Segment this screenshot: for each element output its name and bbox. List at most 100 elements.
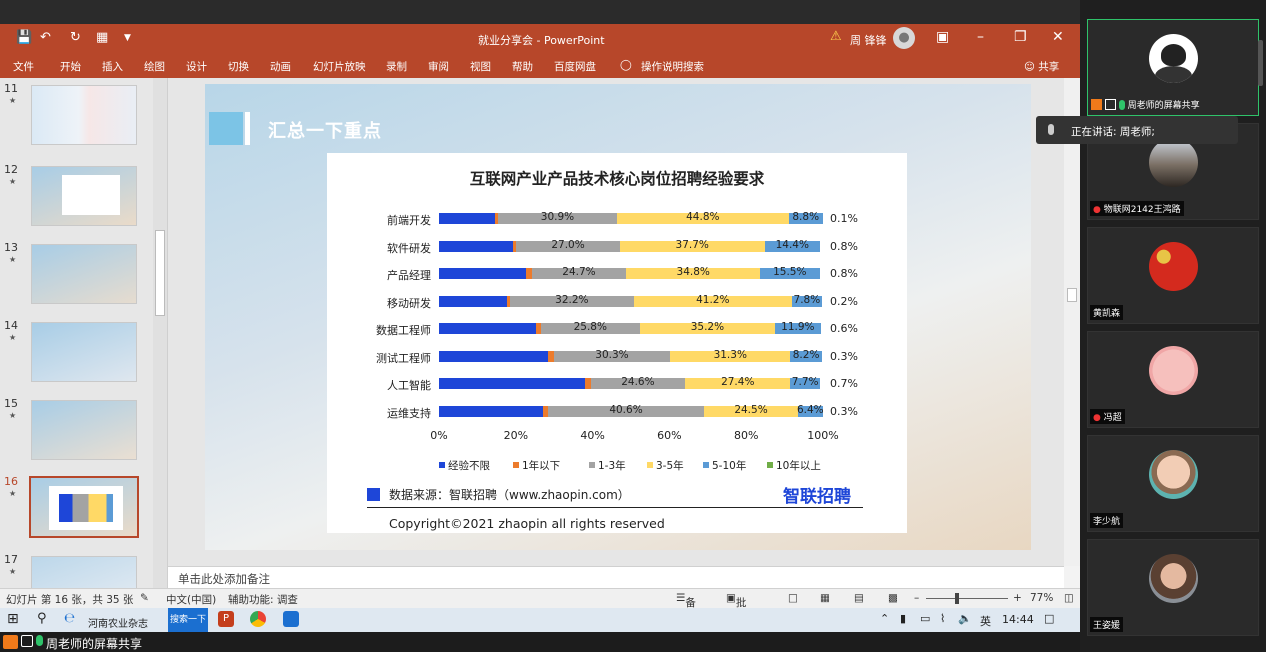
- mic-tray-icon[interactable]: ▮: [900, 612, 907, 625]
- participant-tile[interactable]: 王姿媛: [1087, 539, 1259, 636]
- warning-icon[interactable]: ⚠: [830, 29, 842, 44]
- restore-icon[interactable]: ❐: [1014, 29, 1027, 45]
- spellcheck-icon[interactable]: ✎: [140, 592, 149, 604]
- notification-icon[interactable]: □: [1044, 612, 1055, 625]
- bar-segment: [616, 213, 789, 224]
- sorter-view-icon[interactable]: ▦: [820, 592, 830, 604]
- panel-scrollbar[interactable]: [1258, 40, 1263, 86]
- search-icon[interactable]: ⚲: [37, 611, 47, 626]
- animation-star-icon: ★: [9, 489, 17, 498]
- slide-thumbnail-12[interactable]: [31, 166, 137, 226]
- scrollbar-thumb[interactable]: [155, 230, 165, 316]
- tab-slideshow[interactable]: 幻灯片放映: [313, 61, 366, 73]
- ribbon-display-icon[interactable]: ▣: [936, 29, 950, 45]
- tab-file[interactable]: 文件: [13, 61, 34, 73]
- meeting-taskbar-icon[interactable]: [283, 611, 299, 627]
- thumb-number: 12: [4, 163, 18, 176]
- normal-view-icon[interactable]: □: [788, 592, 798, 604]
- browser-tab-title[interactable]: 河南农业杂志: [88, 619, 148, 630]
- legend-swatch: [513, 462, 519, 468]
- tab-home[interactable]: 开始: [60, 61, 81, 73]
- share-button[interactable]: ☺ 共享: [1024, 61, 1060, 73]
- tab-transitions[interactable]: 切换: [228, 61, 249, 73]
- present-icon[interactable]: ▦: [96, 30, 109, 45]
- wifi-icon[interactable]: ⌇: [940, 612, 946, 625]
- bar-segment: [798, 405, 823, 417]
- zoom-in-icon[interactable]: +: [1013, 592, 1022, 604]
- slide-thumbnail-14[interactable]: [31, 322, 137, 382]
- category-label: 人工智能: [387, 379, 431, 392]
- save-icon[interactable]: 💾: [16, 30, 33, 45]
- undo-icon[interactable]: ↶: [40, 30, 51, 45]
- animation-star-icon: ★: [9, 411, 17, 420]
- tell-me-search[interactable]: 操作说明搜索: [641, 61, 704, 73]
- participant-tile[interactable]: 周老师的屏幕共享: [1087, 19, 1259, 116]
- reading-view-icon[interactable]: ▤: [854, 592, 864, 604]
- tab-design[interactable]: 设计: [186, 61, 207, 73]
- slide-thumbnail-15[interactable]: [31, 400, 137, 460]
- thumbnail-scrollbar[interactable]: [153, 78, 167, 588]
- tab-insert[interactable]: 插入: [102, 61, 123, 73]
- close-icon[interactable]: ✕: [1052, 29, 1064, 45]
- powerpoint-taskbar-icon[interactable]: P: [218, 611, 234, 627]
- redo-icon[interactable]: ↻: [70, 30, 81, 45]
- volume-icon[interactable]: 🔈: [958, 612, 972, 625]
- participant-tile[interactable]: 李少航: [1087, 435, 1259, 532]
- bar-segment: [788, 213, 823, 224]
- user-avatar-icon[interactable]: ●: [893, 27, 915, 49]
- participant-tile[interactable]: ● 冯超: [1087, 331, 1259, 428]
- comments-toggle[interactable]: ▣ 批注: [726, 592, 746, 624]
- tab-baidu[interactable]: 百度网盘: [554, 61, 596, 73]
- tab-record[interactable]: 录制: [386, 61, 407, 73]
- bar-segment: [495, 213, 499, 224]
- bar-segment: [584, 378, 591, 389]
- notes-pane[interactable]: 单击此处添加备注: [168, 566, 1064, 588]
- data-label: 0.3%: [830, 349, 858, 363]
- language-status[interactable]: 中文(中国): [166, 594, 217, 606]
- scrollbar-thumb[interactable]: [1067, 288, 1077, 302]
- current-slide[interactable]: 汇总一下重点 互联网产业产品技术核心岗位招聘经验要求 前端开发 30.9% 44.8…: [205, 84, 1031, 550]
- thumbnail-pane: 11 ★ 12 ★ 13 ★ 14 ★ 15 ★ 16 ★ 17 ★: [0, 78, 168, 588]
- tab-draw[interactable]: 绘图: [144, 61, 165, 73]
- data-label: 7.7%: [791, 376, 819, 388]
- minimize-icon[interactable]: –: [977, 29, 984, 45]
- slideshow-view-icon[interactable]: ▩: [888, 592, 898, 604]
- source-square: [367, 488, 380, 501]
- tab-view[interactable]: 视图: [470, 61, 491, 73]
- accessibility-status[interactable]: 辅助功能: 调查: [228, 594, 298, 606]
- zoom-slider[interactable]: [926, 598, 1008, 599]
- slide-thumbnail-16[interactable]: [29, 476, 139, 538]
- data-label: 37.7%: [675, 238, 709, 251]
- zoom-out-icon[interactable]: –: [914, 592, 920, 604]
- bar-segment: [790, 378, 820, 389]
- search-taskbar-button[interactable]: 搜索一下: [168, 608, 208, 632]
- tray-chevron-icon[interactable]: ⌃: [880, 612, 890, 625]
- mic-muted-icon: ●: [1093, 413, 1101, 423]
- chrome-taskbar-icon[interactable]: [250, 611, 266, 627]
- ie-icon[interactable]: ℮: [64, 611, 76, 626]
- participant-tile[interactable]: 黄凯森: [1087, 227, 1259, 324]
- windows-start-icon[interactable]: ⊞: [7, 611, 19, 627]
- clock[interactable]: 14:44: [1002, 613, 1034, 626]
- window-title: 就业分享会 - PowerPoint: [478, 34, 605, 47]
- zoom-level[interactable]: 77%: [1030, 592, 1054, 604]
- ime-indicator[interactable]: 英: [980, 615, 991, 628]
- ribbon-tabs: 文件 开始 插入 绘图 设计 切换 动画 幻灯片放映 录制 审阅 视图 帮助 百…: [0, 54, 1080, 78]
- bar-segment: [790, 350, 822, 362]
- data-label: 11.9%: [781, 321, 815, 333]
- slide-thumbnail-17[interactable]: [31, 556, 137, 588]
- customize-toolbar-icon[interactable]: ▼: [124, 33, 131, 43]
- zoom-slider-handle[interactable]: [955, 593, 959, 604]
- tab-help[interactable]: 帮助: [512, 61, 533, 73]
- tab-review[interactable]: 审阅: [428, 61, 449, 73]
- tab-animations[interactable]: 动画: [270, 61, 291, 73]
- data-label: 0.8%: [830, 267, 858, 280]
- fit-slide-icon[interactable]: ◫: [1064, 592, 1074, 604]
- slide-thumbnail-11[interactable]: [31, 85, 137, 145]
- notes-toggle[interactable]: ☰ 备注: [676, 592, 696, 624]
- slide-thumbnail-13[interactable]: [31, 244, 137, 304]
- battery-icon[interactable]: ▭: [920, 612, 931, 625]
- data-label: 0.3%: [830, 404, 858, 418]
- canvas-scrollbar[interactable]: [1064, 78, 1080, 566]
- bar-segment: [619, 240, 765, 252]
